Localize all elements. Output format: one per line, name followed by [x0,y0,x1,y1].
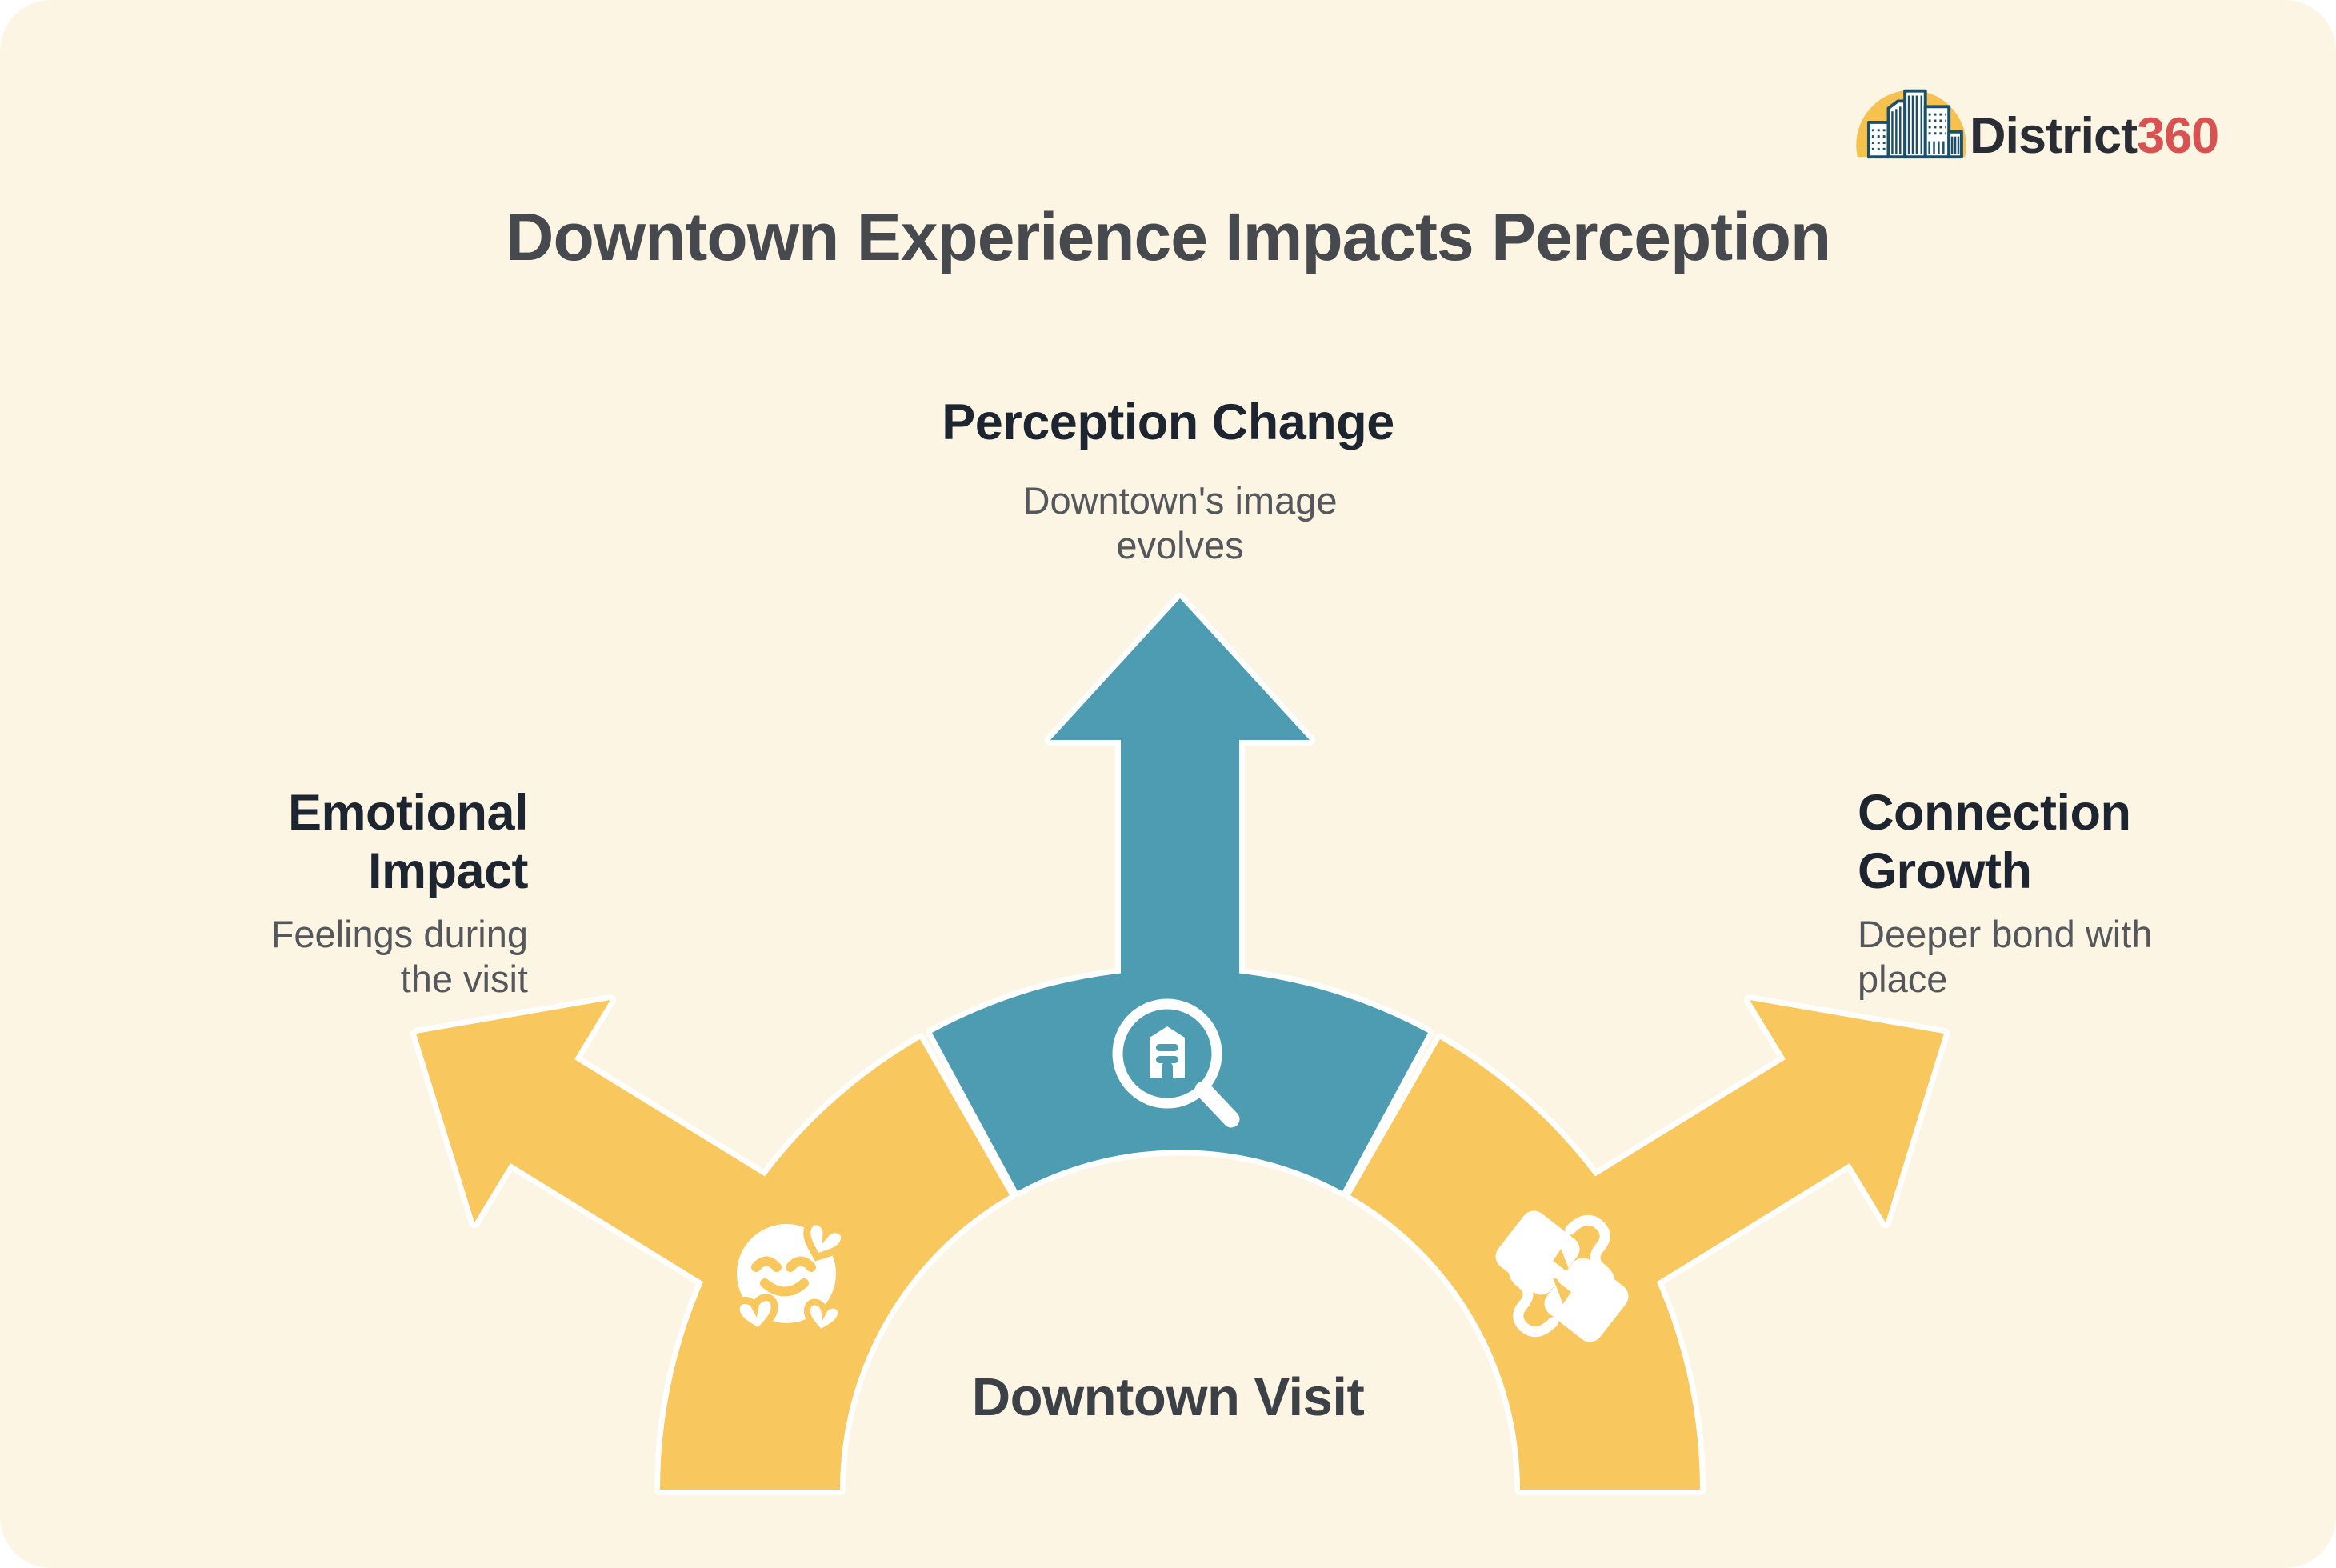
district360-logo-icon [1856,89,1966,159]
connection-growth-description: Deeper bond with place [1858,913,2153,1001]
fist-bump-icon [1495,1210,1629,1342]
logo-brand-suffix-text: 360 [2137,108,2219,164]
perception-change-description: Downtown's image evolves [1022,479,1338,567]
perception-change-heading: Perception Change [942,394,1394,450]
logo-brand-text: District [1970,108,2138,164]
smiling-face-with-hearts-icon [735,1219,847,1336]
connection-growth-heading: Connection Growth [1858,785,2131,900]
emotional-impact-heading: Emotional Impact [287,785,529,900]
page-title: Downtown Experience Impacts Perception [505,199,1831,274]
emotional-impact-description: Feelings during the visit [270,913,528,1001]
downtown-visit-label: Downtown Visit [971,1367,1365,1427]
logo-buildings [1866,89,1963,159]
magnifier-building-icon [1112,998,1240,1128]
district360-wordmark: District360 [1970,108,2219,164]
